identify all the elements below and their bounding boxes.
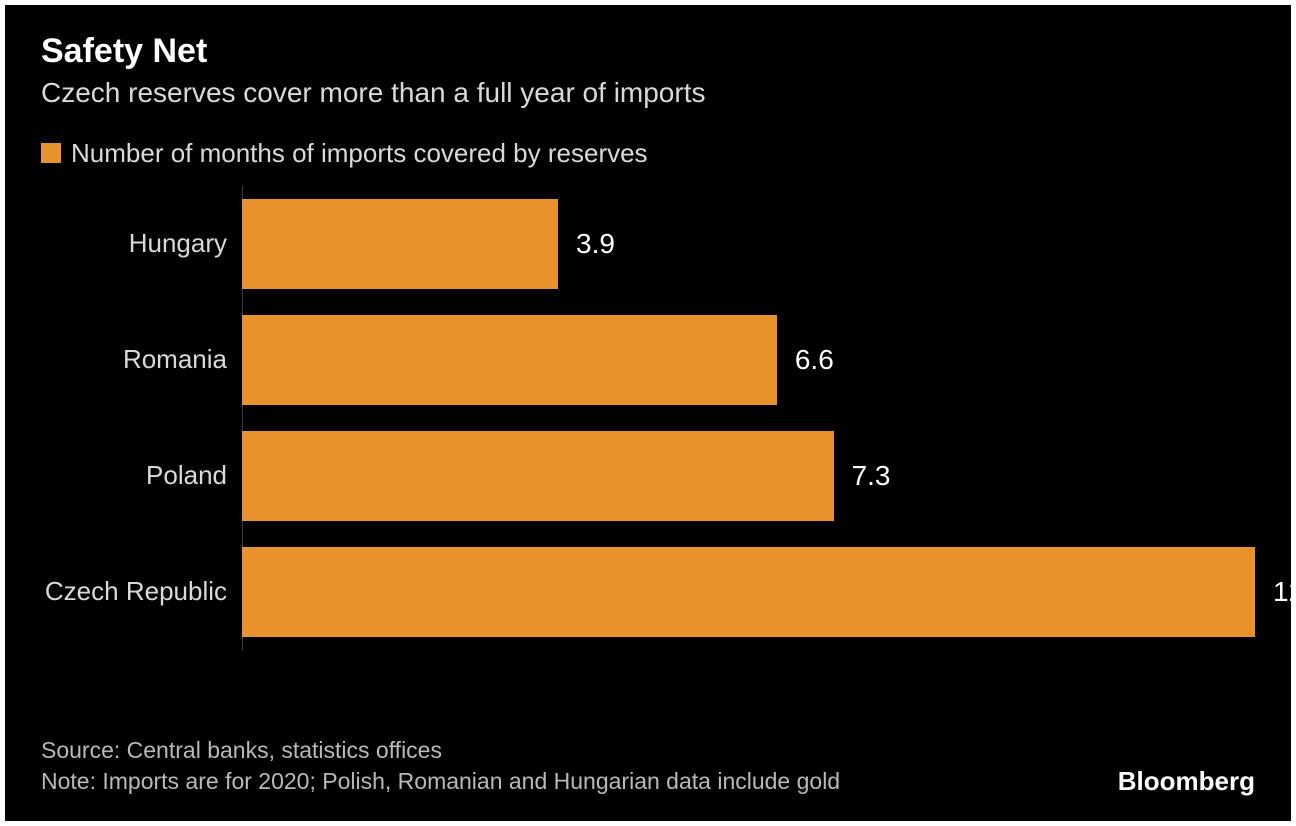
- bar-row: Poland7.3: [41, 431, 1255, 521]
- brand-label: Bloomberg: [1118, 766, 1255, 797]
- bar-row: Czech Republic12.5: [41, 547, 1255, 637]
- category-label: Czech Republic: [41, 576, 241, 607]
- category-label: Romania: [41, 344, 241, 375]
- bar-track: 7.3: [241, 431, 1255, 521]
- category-label: Hungary: [41, 228, 241, 259]
- bar: 3.9: [242, 199, 558, 289]
- bar: 12.5: [242, 547, 1255, 637]
- bar-track: 6.6: [241, 315, 1255, 405]
- legend-label: Number of months of imports covered by r…: [71, 138, 648, 169]
- bar-row: Romania6.6: [41, 315, 1255, 405]
- value-label: 7.3: [834, 460, 891, 492]
- value-label: 12.5: [1255, 576, 1296, 608]
- bars-area: Hungary3.9Romania6.6Poland7.3Czech Repub…: [41, 199, 1255, 715]
- value-label: 6.6: [777, 344, 834, 376]
- bar-track: 12.5: [241, 547, 1255, 637]
- footer-source: Source: Central banks, statistics office…: [41, 735, 840, 766]
- category-label: Poland: [41, 460, 241, 491]
- footer-text: Source: Central banks, statistics office…: [41, 735, 840, 797]
- value-label: 3.9: [558, 228, 615, 260]
- chart-legend: Number of months of imports covered by r…: [41, 138, 1255, 169]
- legend-swatch-icon: [41, 143, 61, 163]
- chart-container: Safety Net Czech reserves cover more tha…: [5, 5, 1291, 821]
- chart-title: Safety Net: [41, 33, 1255, 70]
- chart-footer: Source: Central banks, statistics office…: [41, 715, 1255, 797]
- bar: 6.6: [242, 315, 777, 405]
- bar: 7.3: [242, 431, 834, 521]
- bar-row: Hungary3.9: [41, 199, 1255, 289]
- footer-note: Note: Imports are for 2020; Polish, Roma…: [41, 766, 840, 797]
- bar-track: 3.9: [241, 199, 1255, 289]
- chart-subtitle: Czech reserves cover more than a full ye…: [41, 76, 1255, 110]
